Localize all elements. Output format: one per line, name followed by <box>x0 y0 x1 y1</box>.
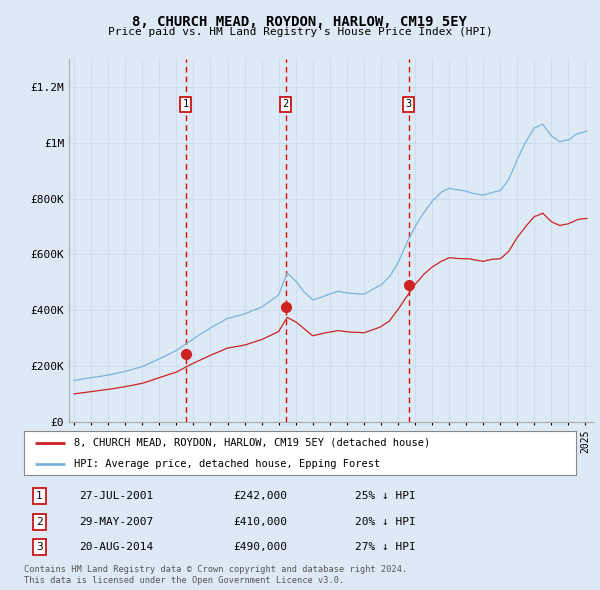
Text: 2: 2 <box>36 517 43 527</box>
Text: 27-JUL-2001: 27-JUL-2001 <box>79 491 154 502</box>
Text: 8, CHURCH MEAD, ROYDON, HARLOW, CM19 5EY: 8, CHURCH MEAD, ROYDON, HARLOW, CM19 5EY <box>133 15 467 29</box>
Text: £410,000: £410,000 <box>234 517 288 527</box>
Text: 1: 1 <box>36 491 43 502</box>
Text: 2: 2 <box>283 99 289 109</box>
Text: £490,000: £490,000 <box>234 542 288 552</box>
Text: HPI: Average price, detached house, Epping Forest: HPI: Average price, detached house, Eppi… <box>74 459 380 469</box>
Text: 8, CHURCH MEAD, ROYDON, HARLOW, CM19 5EY (detached house): 8, CHURCH MEAD, ROYDON, HARLOW, CM19 5EY… <box>74 438 430 448</box>
Text: 29-MAY-2007: 29-MAY-2007 <box>79 517 154 527</box>
Text: 20% ↓ HPI: 20% ↓ HPI <box>355 517 416 527</box>
Text: 25% ↓ HPI: 25% ↓ HPI <box>355 491 416 502</box>
Text: 20-AUG-2014: 20-AUG-2014 <box>79 542 154 552</box>
Text: Contains HM Land Registry data © Crown copyright and database right 2024.
This d: Contains HM Land Registry data © Crown c… <box>24 565 407 585</box>
Text: 3: 3 <box>406 99 412 109</box>
Text: 27% ↓ HPI: 27% ↓ HPI <box>355 542 416 552</box>
Text: 1: 1 <box>182 99 189 109</box>
Text: 3: 3 <box>36 542 43 552</box>
Text: Price paid vs. HM Land Registry's House Price Index (HPI): Price paid vs. HM Land Registry's House … <box>107 27 493 37</box>
Text: £242,000: £242,000 <box>234 491 288 502</box>
